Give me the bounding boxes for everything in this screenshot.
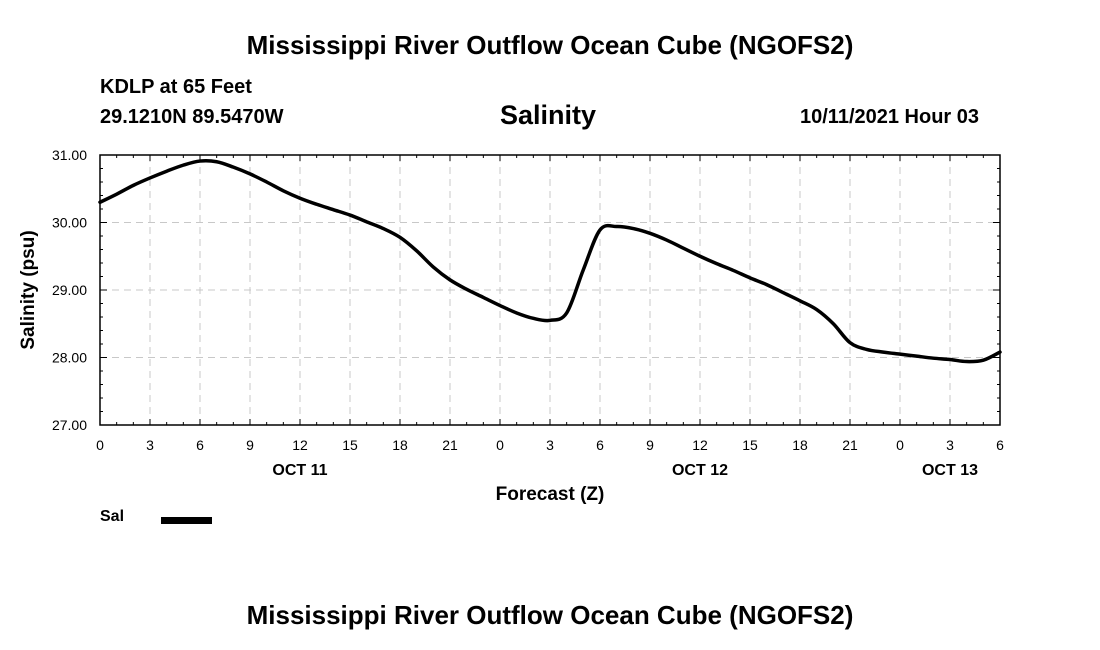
x-tick-label: 9 — [646, 437, 654, 453]
x-tick-label: 15 — [742, 437, 758, 453]
x-tick-label: 0 — [96, 437, 104, 453]
series-line-sal — [98, 159, 1002, 364]
x-tick-label: 21 — [842, 437, 858, 453]
date-label: OCT 12 — [672, 462, 728, 479]
y-tick-label: 27.00 — [52, 417, 87, 433]
y-tick-label: 29.00 — [52, 282, 87, 298]
variable-title: Salinity — [500, 100, 597, 130]
y-tick-label: 31.00 — [52, 147, 87, 163]
x-tick-label: 18 — [792, 437, 808, 453]
date-label: OCT 11 — [272, 462, 327, 479]
y-axis-title: Salinity (psu) — [18, 230, 39, 349]
x-tick-label: 6 — [196, 437, 204, 453]
grid — [100, 155, 1000, 425]
x-tick-label: 18 — [392, 437, 408, 453]
x-tick-label: 3 — [546, 437, 554, 453]
axis-ticks — [99, 154, 1001, 426]
x-tick-label: 12 — [292, 437, 308, 453]
x-tick-label: 0 — [896, 437, 904, 453]
axis-labels: 0 3 6 9 12 15 18 21 0 3 6 9 12 15 18 21 0 3 6 OCT 11 OCT 12 O… — [52, 147, 1004, 479]
x-tick-label: 9 — [246, 437, 254, 453]
x-tick-label: 6 — [596, 437, 604, 453]
run-time: 10/11/2021 Hour 03 — [800, 106, 980, 128]
station-label: KDLP at 65 Feet — [100, 76, 252, 98]
y-tick-label: 30.00 — [52, 215, 87, 231]
station-coordinates: 29.1210N 89.5470W — [100, 106, 284, 128]
x-tick-label: 15 — [342, 437, 358, 453]
main-title: Mississippi River Outflow Ocean Cube (NG… — [246, 30, 854, 60]
x-tick-label: 6 — [996, 437, 1004, 453]
x-tick-label: 12 — [692, 437, 708, 453]
x-tick-label: 21 — [442, 437, 458, 453]
legend-label: Sal — [100, 508, 125, 525]
date-label: OCT 13 — [922, 462, 978, 479]
x-tick-label: 3 — [946, 437, 954, 453]
series-layer — [98, 159, 1002, 364]
footer-title: Mississippi River Outflow Ocean Cube (NG… — [246, 600, 854, 630]
x-tick-label: 3 — [146, 437, 154, 453]
legend-line-swatch — [161, 517, 212, 524]
y-tick-label: 28.00 — [52, 350, 87, 366]
x-axis-title: Forecast (Z) — [496, 484, 605, 505]
x-tick-label: 0 — [496, 437, 504, 453]
